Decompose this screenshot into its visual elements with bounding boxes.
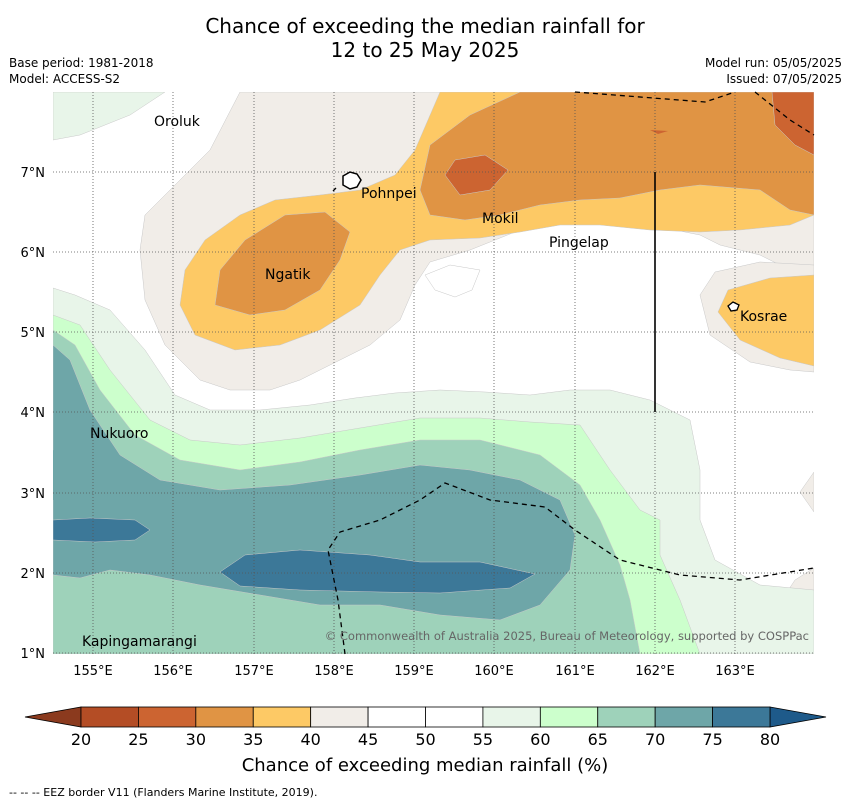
y-tick-labels: 1°N 2°N 3°N 4°N 5°N 6°N 7°N xyxy=(21,166,46,662)
colorbar-label: Chance of exceeding median rainfall (%) xyxy=(241,755,609,776)
contour-75-80-west xyxy=(53,517,151,543)
contour-25-30-east xyxy=(771,92,814,156)
x-tick-label: 160°E xyxy=(474,664,514,679)
pohnpei-island-icon xyxy=(342,171,362,190)
place-label-oroluk: Oroluk xyxy=(154,114,201,130)
colorbar-tick-label: 20 xyxy=(71,730,91,749)
colorbar-tick-label: 40 xyxy=(300,730,320,749)
colorbar-tick-label: 80 xyxy=(760,730,780,749)
rainfall-map: Oroluk Pohnpei Mokil Pingelap Ngatik Kos… xyxy=(21,91,827,749)
contour-white-pocket xyxy=(424,264,481,298)
x-tick-label: 163°E xyxy=(715,664,755,679)
y-tick-label: 2°N xyxy=(21,567,46,582)
colorbar-cell xyxy=(539,706,599,728)
place-label-pohnpei: Pohnpei xyxy=(361,186,417,202)
contour-25-30-spot xyxy=(650,130,668,134)
x-tick-label: 156°E xyxy=(153,664,193,679)
x-tick-label: 155°E xyxy=(73,664,113,679)
contour-30-35-ngatik xyxy=(214,211,351,316)
contour-70-75-west-pocket xyxy=(53,450,75,500)
contour-30-35-north xyxy=(419,92,814,221)
colorbar-over-arrow xyxy=(769,706,827,728)
y-tick-label: 1°N xyxy=(21,647,46,662)
colorbar-tick-label: 50 xyxy=(415,730,435,749)
colorbar-tick-labels: 20 25 30 35 40 45 50 55 60 65 70 75 80 xyxy=(71,730,780,749)
place-label-mokil: Mokil xyxy=(482,211,519,227)
contour-35-40-kosrae xyxy=(717,274,814,367)
x-tick-labels: 155°E 156°E 157°E 158°E 159°E 160°E 161°… xyxy=(73,664,755,679)
meta-left: Base period: 1981-2018 Model: ACCESS-S2 xyxy=(9,55,154,87)
colorbar-cell xyxy=(310,706,369,728)
map-title: Chance of exceeding the median rainfall … xyxy=(0,14,850,62)
place-label-pingelap: Pingelap xyxy=(549,235,609,251)
place-labels: Oroluk Pohnpei Mokil Pingelap Ngatik Kos… xyxy=(82,114,787,650)
title-line-2: 12 to 25 May 2025 xyxy=(330,38,520,62)
colorbar-under-arrow xyxy=(24,706,82,728)
y-tick-label: 5°N xyxy=(21,326,46,341)
x-tick-label: 162°E xyxy=(635,664,675,679)
contour-55-60-north xyxy=(53,92,166,141)
model-name: Model: ACCESS-S2 xyxy=(9,72,121,86)
eez-borders xyxy=(327,91,815,655)
y-tick-label: 6°N xyxy=(21,246,46,261)
place-label-ngatik: Ngatik xyxy=(265,267,311,283)
colorbar-tick-label: 65 xyxy=(588,730,608,749)
x-tick-label: 159°E xyxy=(394,664,434,679)
x-tick-label: 158°E xyxy=(314,664,354,679)
colorbar-tick-label: 45 xyxy=(358,730,378,749)
colorbar-cell xyxy=(482,706,541,728)
colorbar-cell xyxy=(195,706,254,728)
colorbar-tick-label: 30 xyxy=(186,730,206,749)
y-tick-label: 7°N xyxy=(21,166,46,181)
colorbar-cell xyxy=(367,706,426,728)
colorbar: 20 25 30 35 40 45 50 55 60 65 70 75 80 xyxy=(24,706,827,749)
colorbar-tick-label: 70 xyxy=(645,730,665,749)
y-tick-label: 4°N xyxy=(21,406,46,421)
eez-footnote: -- -- -- EEZ border V11 (Flanders Marine… xyxy=(9,786,318,799)
y-tick-label: 3°N xyxy=(21,487,46,502)
colorbar-tick-label: 35 xyxy=(243,730,263,749)
colorbar-cells xyxy=(80,706,771,728)
contour-70-75 xyxy=(53,344,576,621)
title-line-1: Chance of exceeding the median rainfall … xyxy=(205,14,645,38)
colorbar-tick-label: 55 xyxy=(473,730,493,749)
colorbar-cell xyxy=(597,706,656,728)
pohnpei-coast-fragment xyxy=(332,187,337,192)
colorbar-tick-label: 25 xyxy=(128,730,148,749)
colorbar-cell xyxy=(252,706,312,728)
issued-date: Issued: 07/05/2025 xyxy=(726,72,842,86)
kosrae-island-icon xyxy=(727,301,740,312)
x-tick-label: 161°E xyxy=(555,664,595,679)
contour-75-80-central xyxy=(219,549,536,594)
colorbar-cell xyxy=(712,706,771,728)
contour-40-45-southeast-1 xyxy=(799,471,814,513)
base-period: Base period: 1981-2018 xyxy=(9,56,154,70)
meta-right: Model run: 05/05/2025 Issued: 07/05/2025 xyxy=(705,55,842,87)
x-tick-label: 157°E xyxy=(234,664,274,679)
place-label-kapingamarangi: Kapingamarangi xyxy=(82,634,197,650)
colorbar-tick-label: 60 xyxy=(530,730,550,749)
place-label-nukuoro: Nukuoro xyxy=(90,426,148,442)
colorbar-cell xyxy=(425,706,484,728)
colorbar-cell xyxy=(80,706,139,728)
model-run: Model run: 05/05/2025 xyxy=(704,56,842,70)
contour-25-30-center xyxy=(444,154,509,196)
contour-fields xyxy=(53,92,814,654)
copyright-notice: © Commonwealth of Australia 2025, Bureau… xyxy=(325,629,809,643)
place-label-kosrae: Kosrae xyxy=(740,309,787,325)
colorbar-cell xyxy=(138,706,197,728)
colorbar-cell xyxy=(654,706,713,728)
colorbar-tick-label: 75 xyxy=(702,730,722,749)
